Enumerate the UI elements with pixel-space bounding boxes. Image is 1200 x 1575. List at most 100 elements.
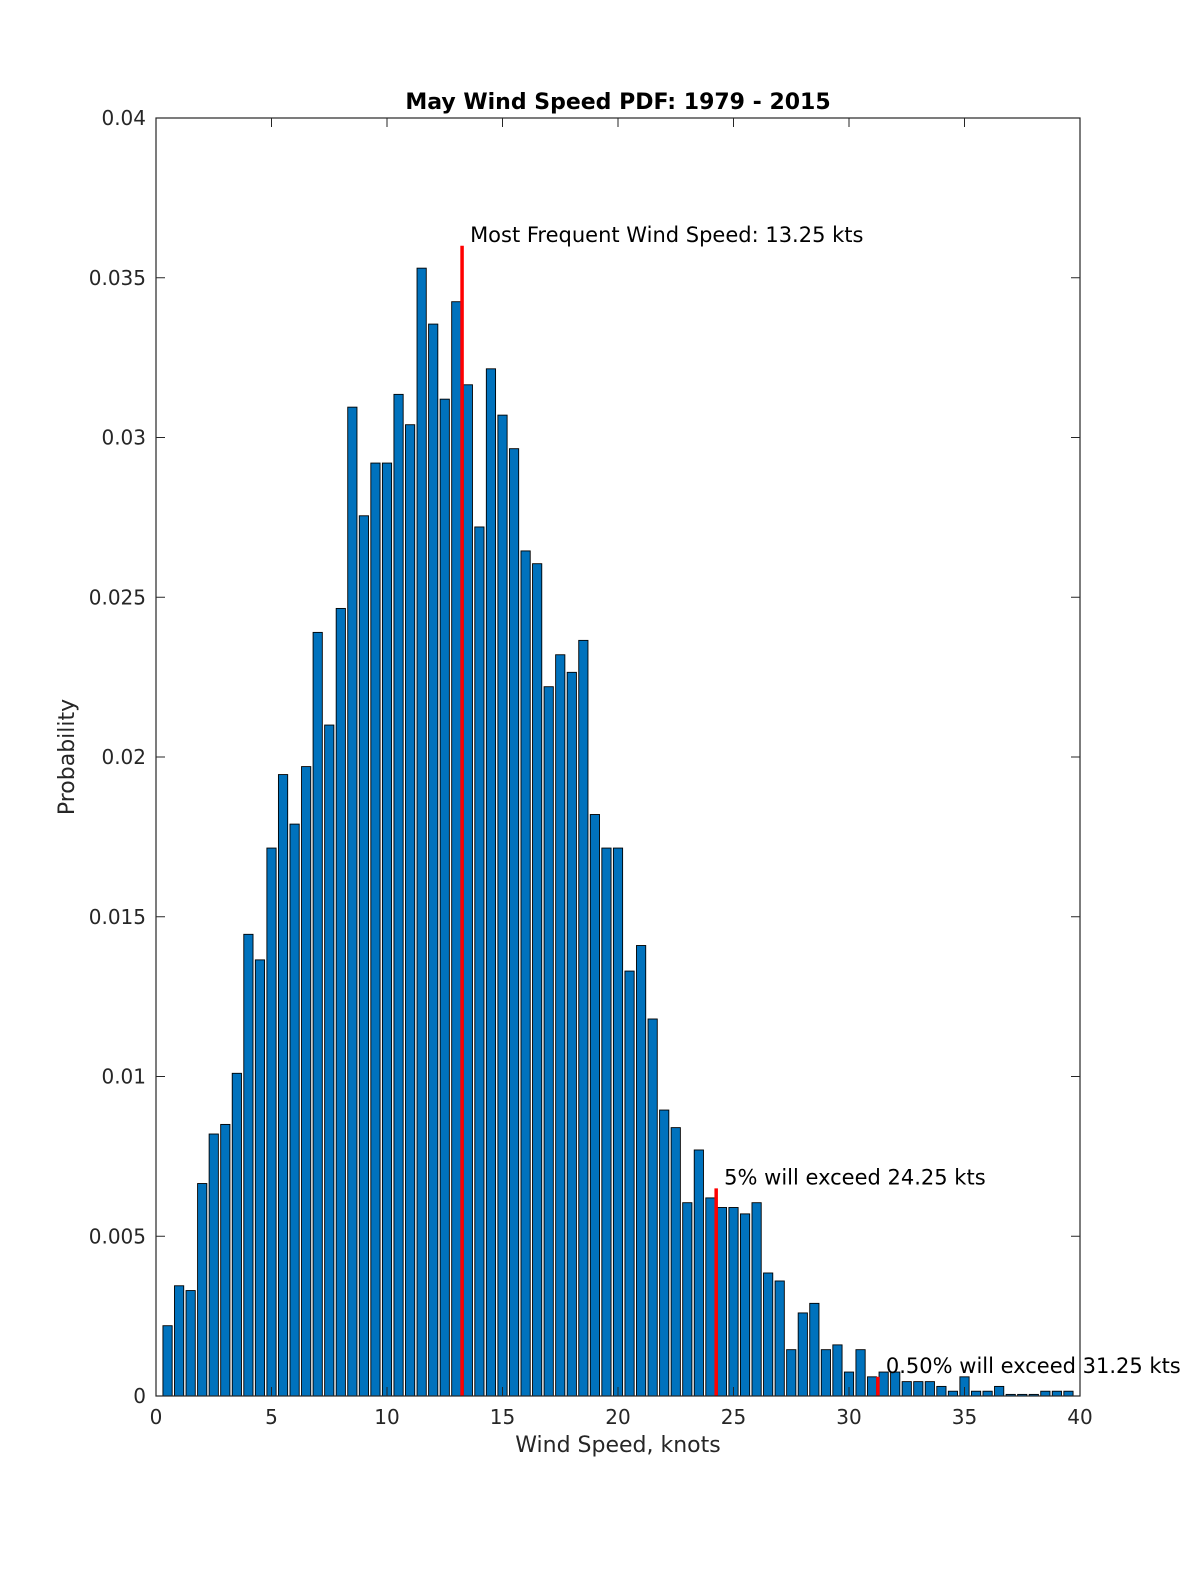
- bar: [405, 424, 416, 1397]
- bar: [647, 1018, 658, 1397]
- bar: [659, 1109, 670, 1397]
- x-tick-label: 40: [1067, 1405, 1092, 1429]
- bar: [532, 563, 543, 1397]
- chart-title: May Wind Speed PDF: 1979 - 2015: [405, 90, 830, 115]
- bar: [636, 945, 647, 1397]
- bar: [174, 1285, 185, 1397]
- bar: [867, 1376, 878, 1397]
- bar: [266, 847, 277, 1397]
- bar: [924, 1381, 935, 1397]
- bar: [716, 1207, 728, 1397]
- bar: [220, 1123, 231, 1397]
- bar: [370, 462, 381, 1397]
- bar: [543, 686, 554, 1397]
- bar: [335, 607, 346, 1397]
- annotation-label: 5% will exceed 24.25 kts: [724, 1165, 985, 1189]
- bar: [289, 823, 300, 1397]
- bar: [947, 1390, 959, 1397]
- bar: [901, 1381, 912, 1397]
- bar: [786, 1349, 797, 1397]
- bar: [751, 1202, 762, 1397]
- bar: [185, 1290, 196, 1397]
- bar: [624, 970, 635, 1397]
- bar: [393, 393, 404, 1397]
- bar: [197, 1183, 208, 1397]
- bar: [520, 550, 531, 1397]
- bar: [774, 1280, 785, 1397]
- x-tick-label: 10: [374, 1405, 399, 1429]
- annotations-group: Most Frequent Wind Speed: 13.25 kts 5% wi…: [470, 223, 1181, 1378]
- y-tick-label: 0.005: [89, 1224, 146, 1248]
- bar: [982, 1390, 993, 1397]
- bar: [208, 1133, 219, 1397]
- bar: [301, 766, 312, 1397]
- bar: [555, 654, 566, 1397]
- bar: [416, 267, 427, 1397]
- bar: [474, 526, 485, 1397]
- x-tick-label: 0: [150, 1405, 163, 1429]
- x-tick-label: 35: [952, 1405, 977, 1429]
- y-tick-label: 0.02: [101, 745, 146, 769]
- bar: [566, 671, 577, 1397]
- y-tick-label: 0: [133, 1384, 146, 1408]
- bar: [913, 1381, 924, 1397]
- bar: [682, 1202, 693, 1397]
- bar: [358, 515, 369, 1397]
- bar: [589, 814, 600, 1397]
- bar: [797, 1312, 808, 1397]
- bar: [1040, 1390, 1051, 1397]
- bar: [428, 323, 439, 1397]
- y-tick-label: 0.03: [101, 426, 146, 450]
- x-tick-label: 25: [721, 1405, 746, 1429]
- bar: [601, 847, 612, 1397]
- bar: [312, 631, 323, 1397]
- bar: [1051, 1390, 1062, 1397]
- bar: [231, 1072, 242, 1397]
- ticks-group: 0 5 10 15 20 25 30 35 40 0 0.005 0.01 0.015 0.02 0.025…: [89, 106, 1093, 1429]
- bar: [243, 933, 254, 1397]
- bar: [439, 398, 450, 1397]
- bar: [832, 1344, 843, 1397]
- bars-group: [162, 267, 1074, 1397]
- bar: [994, 1385, 1005, 1397]
- bar: [1063, 1390, 1074, 1397]
- bar: [855, 1349, 866, 1397]
- bar: [728, 1207, 739, 1397]
- annotation-label: Most Frequent Wind Speed: 13.25 kts: [470, 223, 863, 247]
- x-axis-title: Wind Speed, knots: [515, 1433, 720, 1458]
- bar: [508, 448, 520, 1397]
- bar: [936, 1385, 947, 1397]
- bar: [254, 959, 266, 1397]
- bar: [809, 1302, 820, 1397]
- y-tick-label: 0.04: [101, 106, 146, 130]
- x-tick-label: 30: [836, 1405, 861, 1429]
- bar: [670, 1127, 681, 1397]
- bar: [693, 1149, 704, 1397]
- bar: [462, 384, 473, 1397]
- x-tick-label: 20: [605, 1405, 630, 1429]
- y-tick-label: 0.01: [101, 1065, 146, 1089]
- annotation-label: 0.50% will exceed 31.25 kts: [886, 1354, 1181, 1378]
- bar: [739, 1213, 751, 1397]
- y-tick-label: 0.015: [89, 905, 146, 929]
- bar: [162, 1325, 173, 1397]
- bar: [347, 406, 358, 1397]
- bar: [324, 724, 335, 1397]
- y-tick-label: 0.035: [89, 266, 146, 290]
- bar: [381, 462, 393, 1397]
- bar: [763, 1272, 774, 1397]
- bar: [451, 301, 462, 1397]
- bar: [612, 847, 624, 1397]
- bar: [578, 639, 589, 1397]
- x-tick-label: 5: [265, 1405, 278, 1429]
- reference-lines-group: [460, 245, 880, 1396]
- bar: [277, 774, 289, 1397]
- y-axis-title: Probability: [55, 699, 80, 815]
- bar: [970, 1390, 982, 1397]
- y-tick-label: 0.025: [89, 585, 146, 609]
- bar: [820, 1349, 831, 1397]
- bar: [497, 414, 508, 1397]
- bar: [485, 368, 497, 1397]
- bar: [705, 1197, 716, 1397]
